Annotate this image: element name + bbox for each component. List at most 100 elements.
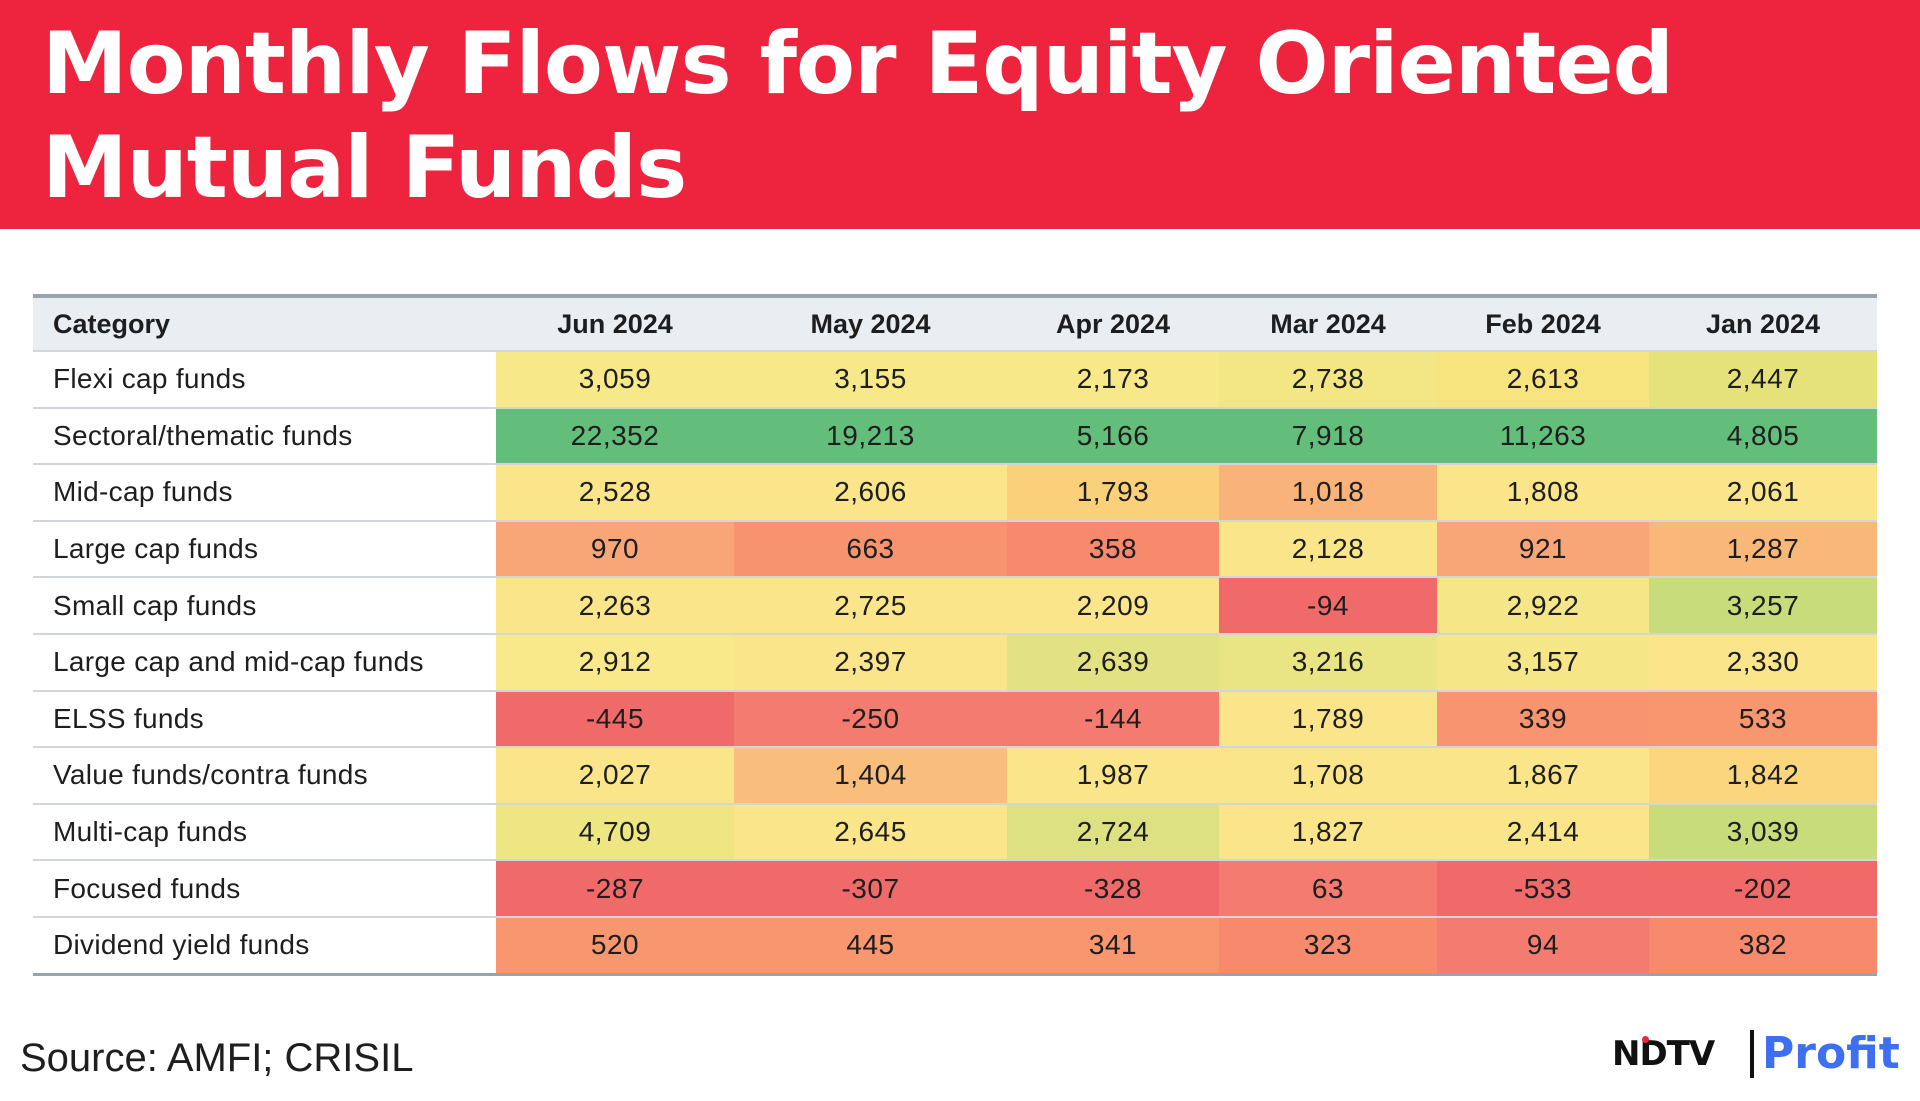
logo-divider xyxy=(1750,1030,1754,1078)
value-cell: -307 xyxy=(734,860,1007,917)
value-cell: 4,805 xyxy=(1649,407,1877,465)
value-cell: 2,528 xyxy=(496,464,734,521)
value-cell: 3,039 xyxy=(1649,803,1877,861)
value-cell: 2,606 xyxy=(734,464,1007,521)
value-cell: 358 xyxy=(1007,520,1219,578)
value-cell: 445 xyxy=(734,916,1007,975)
table-row: Mid-cap funds 2,528 2,606 1,793 1,018 1,808 2,… xyxy=(33,464,1877,521)
value-cell: 2,128 xyxy=(1219,520,1437,578)
category-cell: Value funds/contra funds xyxy=(33,747,496,804)
value-cell: 19,213 xyxy=(734,407,1007,465)
value-cell: 1,987 xyxy=(1007,747,1219,804)
flows-table-container: Category Jun 2024 May 2024 Apr 2024 Mar 2024… xyxy=(33,294,1877,976)
source-note: Source: AMFI; CRISIL xyxy=(20,1036,414,1080)
table-row: Large cap funds 970 663 358 2,128 921 1,287 xyxy=(33,520,1877,578)
value-cell: 3,216 xyxy=(1219,633,1437,691)
table-row: ELSS funds -445 -250 -144 1,789 339 533 xyxy=(33,690,1877,748)
value-cell: -533 xyxy=(1437,860,1649,917)
value-cell: 2,209 xyxy=(1007,577,1219,634)
value-cell: -94 xyxy=(1219,577,1437,634)
value-cell: 1,404 xyxy=(734,747,1007,804)
flows-table: Category Jun 2024 May 2024 Apr 2024 Mar 2024… xyxy=(33,294,1877,976)
table-row: Sectoral/thematic funds 22,352 19,213 5,166… xyxy=(33,407,1877,465)
value-cell: -445 xyxy=(496,690,734,748)
value-cell: -250 xyxy=(734,690,1007,748)
table-row: Large cap and mid-cap funds 2,912 2,397 2,6… xyxy=(33,633,1877,691)
value-cell: 2,061 xyxy=(1649,464,1877,521)
value-cell: 22,352 xyxy=(496,407,734,465)
title-banner: Monthly Flows for Equity Oriented Mutual… xyxy=(0,0,1920,229)
value-cell: 2,639 xyxy=(1007,633,1219,691)
value-cell: 2,645 xyxy=(734,803,1007,861)
table-row: Flexi cap funds 3,059 3,155 2,173 2,738 2,613… xyxy=(33,351,1877,408)
value-cell: 4,709 xyxy=(496,803,734,861)
value-cell: 2,173 xyxy=(1007,351,1219,408)
value-cell: 1,018 xyxy=(1219,464,1437,521)
category-cell: Flexi cap funds xyxy=(33,351,496,408)
value-cell: 63 xyxy=(1219,860,1437,917)
category-cell: Focused funds xyxy=(33,860,496,917)
column-header-month: Jun 2024 xyxy=(557,308,673,339)
value-cell: 2,447 xyxy=(1649,351,1877,408)
value-cell: 2,263 xyxy=(496,577,734,634)
category-cell: Sectoral/thematic funds xyxy=(33,407,496,465)
value-cell: 533 xyxy=(1649,690,1877,748)
category-cell: Small cap funds xyxy=(33,577,496,634)
value-cell: 2,738 xyxy=(1219,351,1437,408)
value-cell: 11,263 xyxy=(1437,407,1649,465)
category-cell: Large cap funds xyxy=(33,520,496,578)
column-header-month: Apr 2024 xyxy=(1055,308,1171,339)
value-cell: 1,842 xyxy=(1649,747,1877,804)
value-cell: 5,166 xyxy=(1007,407,1219,465)
value-cell: 1,808 xyxy=(1437,464,1649,521)
logo-dot xyxy=(1642,1036,1649,1043)
value-cell: 94 xyxy=(1437,916,1649,975)
logo-ndtv: NDTV xyxy=(1612,1034,1715,1074)
value-cell: 663 xyxy=(734,520,1007,578)
value-cell: 2,912 xyxy=(496,633,734,691)
page-title: Monthly Flows for Equity Oriented Mutual… xyxy=(42,14,1674,218)
value-cell: 3,059 xyxy=(496,351,734,408)
category-cell: Large cap and mid-cap funds xyxy=(33,633,496,691)
value-cell: 2,725 xyxy=(734,577,1007,634)
value-cell: 2,397 xyxy=(734,633,1007,691)
value-cell: -287 xyxy=(496,860,734,917)
value-cell: 3,257 xyxy=(1649,577,1877,634)
value-cell: 7,918 xyxy=(1219,407,1437,465)
table-row: Value funds/contra funds 2,027 1,404 1,987 1… xyxy=(33,747,1877,804)
table-row: Multi-cap funds 4,709 2,645 2,724 1,827 2,414… xyxy=(33,803,1877,861)
value-cell: 2,330 xyxy=(1649,633,1877,691)
table-row: Focused funds -287 -307 -328 63 -533 -202 xyxy=(33,860,1877,917)
column-header-category: Category xyxy=(53,308,171,339)
column-header-month: Mar 2024 xyxy=(1270,308,1386,339)
table-row: Dividend yield funds 520 445 341 323 94 382 xyxy=(33,916,1877,975)
value-cell: 520 xyxy=(496,916,734,975)
value-cell: 970 xyxy=(496,520,734,578)
column-header-month: May 2024 xyxy=(810,308,931,339)
table-body: Flexi cap funds 3,059 3,155 2,173 2,738 2,613… xyxy=(33,351,1877,975)
logo-profit: Profit xyxy=(1762,1028,1900,1079)
value-cell: 2,613 xyxy=(1437,351,1649,408)
value-cell: -202 xyxy=(1649,860,1877,917)
value-cell: 341 xyxy=(1007,916,1219,975)
value-cell: 3,157 xyxy=(1437,633,1649,691)
value-cell: 2,724 xyxy=(1007,803,1219,861)
table-row: Small cap funds 2,263 2,725 2,209 -94 2,922 3,… xyxy=(33,577,1877,634)
value-cell: -328 xyxy=(1007,860,1219,917)
value-cell: 2,922 xyxy=(1437,577,1649,634)
value-cell: 1,287 xyxy=(1649,520,1877,578)
value-cell: 382 xyxy=(1649,916,1877,975)
category-cell: Mid-cap funds xyxy=(33,464,496,521)
value-cell: 1,867 xyxy=(1437,747,1649,804)
value-cell: 323 xyxy=(1219,916,1437,975)
value-cell: 339 xyxy=(1437,690,1649,748)
value-cell: 1,789 xyxy=(1219,690,1437,748)
value-cell: 1,793 xyxy=(1007,464,1219,521)
value-cell: 1,827 xyxy=(1219,803,1437,861)
value-cell: 921 xyxy=(1437,520,1649,578)
category-cell: Dividend yield funds xyxy=(33,916,496,975)
value-cell: 2,414 xyxy=(1437,803,1649,861)
value-cell: -144 xyxy=(1007,690,1219,748)
table-header-row: Category Jun 2024 May 2024 Apr 2024 Mar 2024… xyxy=(33,296,1877,351)
category-cell: ELSS funds xyxy=(33,690,496,748)
